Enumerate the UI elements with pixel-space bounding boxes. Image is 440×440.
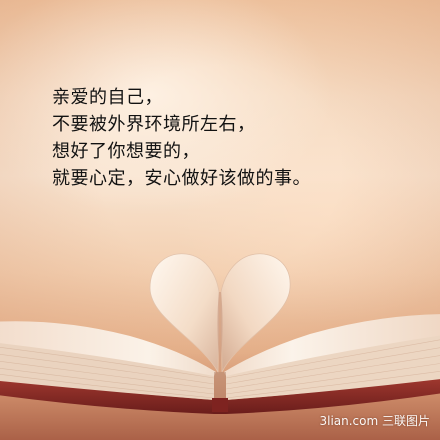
open-page-left [0, 321, 216, 376]
page-lines-left [0, 346, 215, 399]
heart-inner-shadow [217, 292, 223, 372]
quote-line-2: 不要被外界环境所左右， [52, 114, 256, 135]
quote-line-3: 想好了你想要的， [52, 141, 200, 162]
quote-line-1: 亲爱的自己， [52, 87, 163, 108]
book-cover [0, 377, 440, 414]
book-spine-shadow [214, 372, 226, 402]
page-lines-right [225, 339, 440, 399]
site-watermark: 3lian.com 三联图片 [319, 414, 430, 428]
book-ribbon [212, 398, 228, 412]
heart-page-right [220, 253, 291, 373]
quote-line-4: 就要心定，安心做好该做的事。 [52, 168, 311, 189]
heart-page-left [149, 253, 220, 374]
open-page-right [224, 314, 440, 376]
quote-text-block: 亲爱的自己， 不要被外界环境所左右， 想好了你想要的， 就要心定，安心做好该做的… [52, 84, 432, 192]
